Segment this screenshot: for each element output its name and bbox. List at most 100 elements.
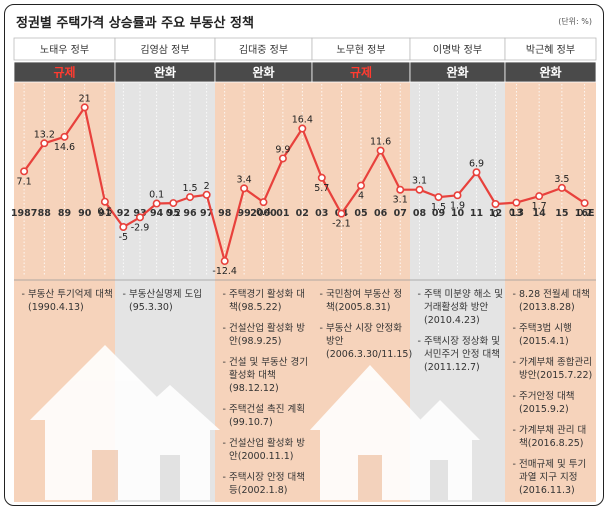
point: [317, 173, 326, 182]
x-tick-label: 95: [167, 208, 180, 219]
policy-list: 8.28 전월세 대책(2013.8.28) 주택3법 시행(2015.4.1) 가…: [509, 288, 594, 505]
policy: 전매규제 및 투기 과열 지구 지정(2016.11.3): [519, 458, 594, 497]
data-label: 7.1: [17, 176, 32, 187]
data-label: 1.5: [431, 202, 446, 213]
x-tick-label: 08: [413, 208, 427, 219]
point: [298, 124, 307, 133]
data-label: 0.4: [256, 207, 271, 218]
point: [60, 132, 69, 141]
policy: 부동산 투기억제 대책(1990.4.13): [28, 288, 113, 314]
x-tick-label: 96: [183, 208, 197, 219]
door: [430, 460, 448, 500]
x-tick-label: 2000: [250, 208, 277, 219]
data-label: 0.3: [509, 208, 524, 219]
government-name: 박근혜 정부: [526, 44, 575, 56]
column-background: [505, 82, 596, 502]
point: [278, 154, 287, 163]
point: [152, 199, 161, 208]
x-tick-label: 12: [489, 208, 502, 219]
policy-list: 부동산 투기억제 대책(1990.4.13): [18, 288, 113, 322]
point: [337, 209, 346, 218]
point: [119, 223, 128, 232]
door: [358, 455, 382, 500]
point: [240, 184, 249, 193]
data-label: 3.1: [393, 195, 408, 206]
policy: 가계부채 종합관리 방안(2015.7.22): [519, 356, 594, 382]
data-label: -2.1: [332, 219, 351, 230]
data-label: 16.4: [292, 115, 313, 126]
data-label: 0.5: [97, 207, 112, 218]
x-tick-label: 10: [451, 208, 465, 219]
door: [160, 455, 180, 500]
data-label: 2: [204, 181, 210, 192]
house: [310, 365, 430, 500]
x-tick-label: 01: [276, 208, 289, 219]
government-name: 노태우 정부: [40, 44, 89, 56]
point: [434, 193, 443, 202]
policy: 부동산 시장 안정화 방안(2006.3.30/11.15): [326, 322, 412, 361]
point: [356, 181, 365, 190]
government-name: 김대중 정부: [239, 44, 288, 56]
data-label: 21: [79, 93, 91, 104]
data-label: 5.7: [314, 183, 329, 194]
point: [169, 199, 178, 208]
stance: 완화: [446, 65, 468, 80]
x-tick-label: 98: [218, 208, 232, 219]
x-tick-label: 89: [58, 208, 71, 219]
x-tick-label: 97: [200, 208, 213, 219]
data-label: 0.1: [149, 190, 164, 201]
point: [220, 257, 229, 266]
x-tick-label: 02: [296, 208, 309, 219]
policy: 주택건설 촉진 계획(99.10.7): [229, 403, 310, 429]
policy: 주택시장 정상화 및 서민주거 안정 대책(2011.12.7): [424, 335, 503, 374]
x-tick-label: 94: [150, 208, 164, 219]
x-tick-label: 1987: [11, 208, 37, 219]
data-label: 3.4: [237, 174, 252, 185]
policy: 건설산업 활성화 방안(2000.11.1): [229, 437, 310, 463]
data-label: 1.5: [182, 183, 197, 194]
point: [580, 199, 589, 208]
data-label: 0.2: [166, 208, 181, 219]
stance: 규제: [53, 66, 75, 80]
data-label: 1.7: [532, 201, 547, 212]
point: [259, 198, 268, 207]
data-label: 3.1: [412, 176, 427, 187]
point: [40, 139, 49, 148]
data-label: 9.9: [275, 144, 290, 155]
house: [400, 400, 480, 500]
data-label: 4: [358, 191, 364, 202]
government-name: 노무현 정부: [336, 44, 385, 56]
policy: 가계부채 관리 대책(2016.8.25): [519, 424, 594, 450]
point: [186, 193, 195, 202]
point: [202, 190, 211, 199]
point: [512, 198, 521, 207]
stance: 완화: [154, 65, 176, 80]
x-tick-label: 09: [432, 208, 445, 219]
foreground: 1987888990919293949596979899200001020304…: [11, 93, 595, 277]
stance: 규제: [350, 66, 372, 80]
house: [120, 385, 220, 500]
data-label: 13.2: [34, 129, 55, 140]
point: [472, 168, 481, 177]
policy-list: 부동산실명제 도입(95.3.30): [119, 288, 213, 322]
x-tick-label: 03: [315, 208, 328, 219]
data-label: 11.6: [370, 137, 391, 148]
stance: 완화: [252, 65, 274, 80]
point: [100, 197, 109, 206]
point: [491, 200, 500, 209]
point: [415, 185, 424, 194]
policy: 건설 및 부동산 경기 활성화 대책(98.12.12): [229, 356, 310, 395]
x-tick-label: 07: [394, 208, 407, 219]
policy: 국민참여 부동산 정책(2005.8.31): [326, 288, 408, 314]
government-name: 김영삼 정부: [140, 44, 189, 56]
price-line: [23, 106, 586, 263]
policy: 부동산실명제 도입(95.3.30): [129, 288, 213, 314]
data-label: 3.5: [554, 174, 569, 185]
data-label: 14.6: [54, 142, 75, 153]
policy: 주택경기 활성화 대책(98.5.22): [229, 288, 310, 314]
column-header: [504, 37, 597, 61]
policy-list: 주택경기 활성화 대책(98.5.22) 건설산업 활성화 방안(98.9.25)…: [219, 288, 310, 505]
point: [453, 191, 462, 200]
x-tick-label: 91: [98, 208, 111, 219]
